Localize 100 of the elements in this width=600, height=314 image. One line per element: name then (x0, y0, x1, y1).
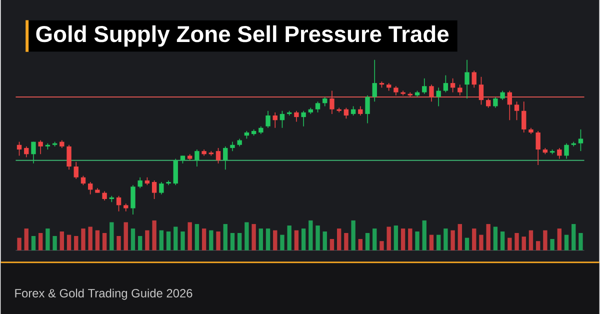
candlestick (564, 142, 569, 160)
candlestick (280, 110, 285, 128)
candlestick (322, 96, 328, 107)
bar (514, 232, 519, 250)
bar (273, 230, 278, 250)
bar (479, 234, 484, 250)
bar (238, 232, 242, 250)
candlestick (429, 84, 434, 102)
bar (166, 231, 171, 250)
bar (578, 232, 583, 250)
candlestick (394, 86, 398, 96)
bar (130, 228, 136, 250)
candlestick (500, 90, 505, 100)
bar (458, 224, 462, 250)
candlestick (116, 195, 122, 212)
bar (60, 231, 64, 250)
bar (230, 232, 235, 250)
candlestick (514, 101, 520, 120)
bar (138, 236, 142, 250)
candlestick (216, 147, 221, 164)
bar (244, 222, 249, 250)
text: Forex & Gold Trading Guide 2026 (15, 288, 192, 300)
bar (528, 230, 534, 250)
bar (145, 230, 150, 250)
candlestick (372, 59, 377, 102)
bar (472, 228, 476, 250)
bar (74, 236, 78, 250)
bar (266, 228, 270, 250)
candlestick (358, 106, 363, 116)
candlestick (458, 84, 462, 96)
bar (572, 224, 576, 250)
candlestick (138, 176, 142, 188)
bar (372, 228, 377, 250)
bar (415, 231, 420, 250)
bar (194, 224, 200, 250)
bar (124, 222, 128, 250)
bar (152, 220, 156, 250)
bar (66, 234, 72, 250)
candlestick (66, 144, 72, 170)
bar (493, 226, 498, 250)
candlestick (436, 87, 441, 107)
bar (95, 230, 100, 250)
candlestick (536, 130, 540, 166)
candlestick (507, 90, 512, 120)
bar (536, 240, 540, 250)
bar (110, 222, 114, 250)
bar (308, 220, 313, 250)
candlestick (152, 180, 157, 200)
candlestick (266, 110, 270, 128)
candlestick (230, 141, 235, 152)
bar (365, 232, 370, 250)
candlestick (173, 158, 178, 186)
bar (188, 222, 192, 250)
bar (88, 226, 92, 250)
bar (564, 234, 569, 250)
bar (252, 224, 256, 250)
bar (52, 236, 57, 250)
candlestick (330, 90, 334, 114)
bar (508, 238, 512, 250)
chart-title: Gold Supply Zone Sell Pressure Trade (36, 25, 449, 47)
candlestick (493, 96, 498, 108)
bar (336, 228, 342, 250)
candlestick (194, 149, 200, 167)
bar (330, 238, 334, 250)
candlestick (80, 175, 86, 186)
bar (280, 234, 284, 250)
bar (436, 234, 441, 250)
candlestick (315, 101, 320, 113)
bar (180, 231, 185, 250)
candlestick (159, 181, 164, 195)
candlestick (272, 112, 278, 128)
candlestick (443, 74, 448, 93)
bar (386, 226, 391, 250)
bar (316, 225, 320, 250)
candlestick (301, 110, 306, 127)
candlestick (472, 70, 476, 88)
bar (429, 234, 434, 250)
bar (358, 238, 363, 250)
candlestick (350, 106, 356, 116)
bar (17, 238, 22, 250)
candlestick (578, 128, 584, 152)
bar (351, 220, 356, 250)
bar (209, 230, 214, 250)
candlestick (88, 181, 93, 195)
candlestick (344, 107, 349, 119)
bar (422, 220, 426, 250)
candlestick (422, 78, 427, 94)
candlestick (464, 59, 470, 99)
bar (400, 228, 406, 250)
bar (543, 230, 548, 250)
bar (500, 231, 505, 250)
bar (102, 232, 107, 250)
bar (294, 230, 299, 250)
bar (202, 228, 206, 250)
candlestick (16, 141, 22, 156)
bar (174, 226, 178, 250)
bar (486, 224, 490, 250)
candlestick (102, 190, 107, 201)
candlestick (223, 146, 228, 170)
bar (159, 230, 164, 250)
